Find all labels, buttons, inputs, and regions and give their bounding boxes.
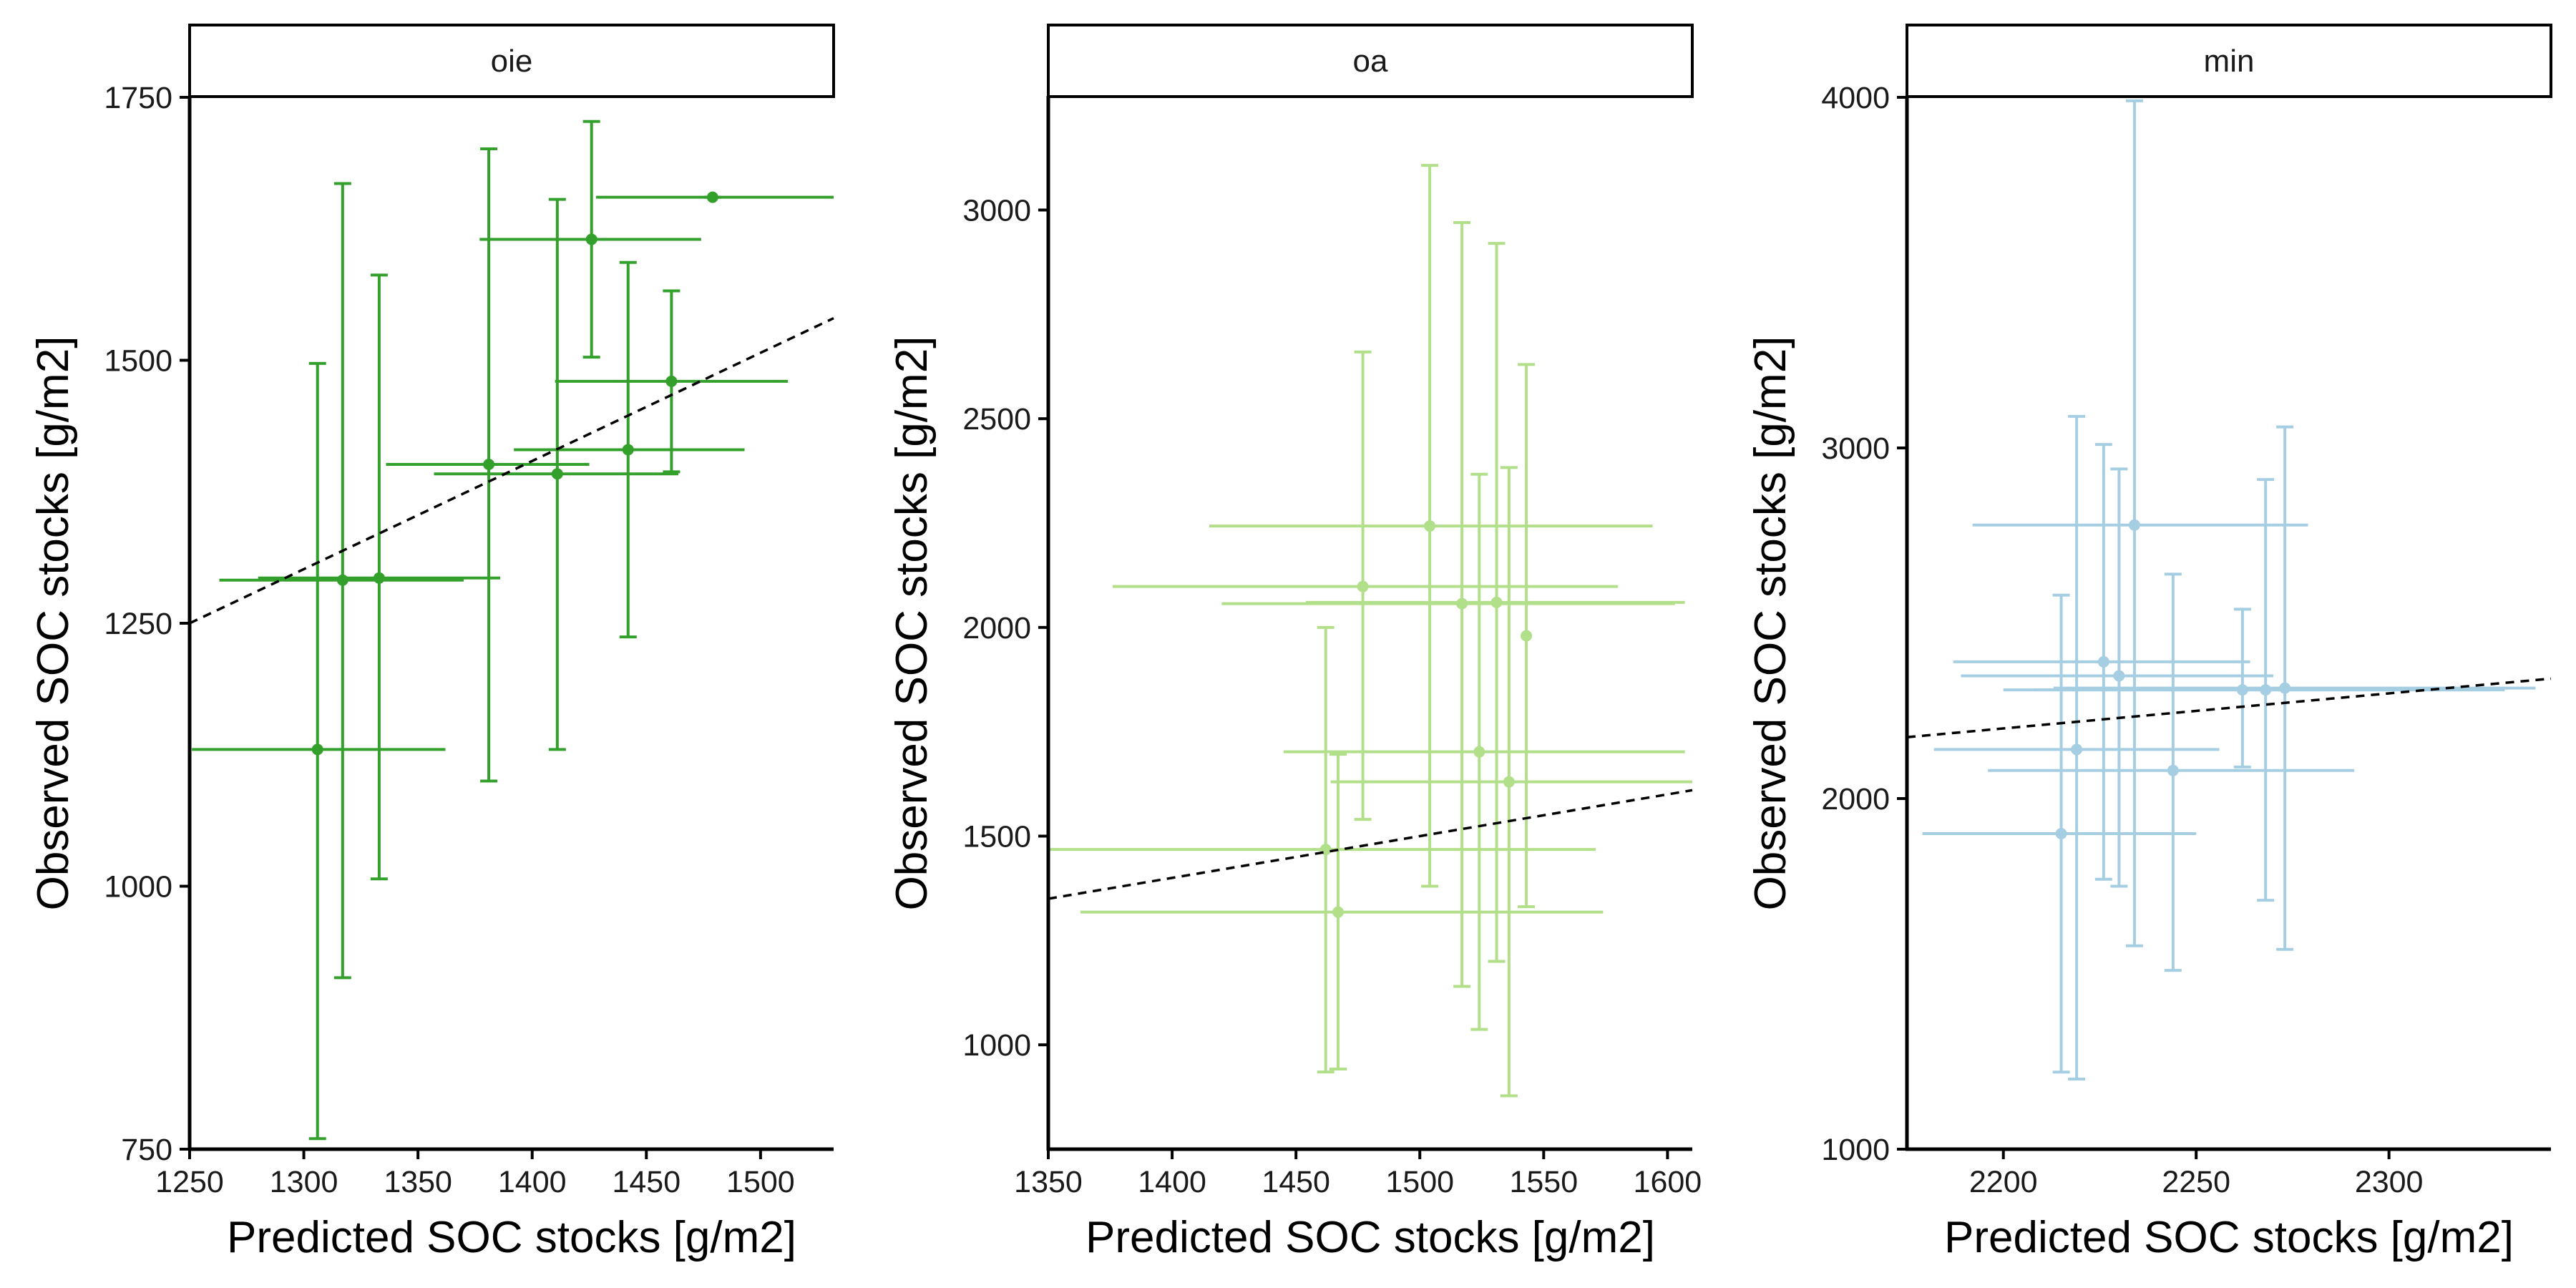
data-point [2279,682,2291,694]
data-point [622,444,634,456]
data-point [1503,776,1515,788]
data-marks [1048,164,1693,1098]
data-point-group [1972,99,2308,947]
data-point [311,743,323,756]
x-tick-label: 2200 [1969,1165,2038,1199]
x-tick-label: 2250 [2162,1165,2230,1199]
data-point [1491,596,1503,608]
data-point [1424,520,1436,532]
facet-strip-label: oie [491,44,533,79]
y-tick-label: 2000 [1821,782,1890,816]
data-point [665,375,678,387]
fit-line [1048,789,1693,900]
facet-panels: oie 750 1000 1250 1500 1750 1250 1300 1350 1400 14… [29,24,2552,1262]
data-marks [1907,99,2552,1080]
x-tick-label: 1250 [155,1165,224,1199]
data-point [1521,630,1533,642]
data-point [373,572,385,584]
data-point [551,468,563,480]
x-tick-label: 1300 [270,1165,338,1199]
x-tick-label: 1350 [1014,1165,1083,1199]
data-point-group [1988,572,2355,972]
x-tick-label: 1450 [1262,1165,1330,1199]
data-point-group [1306,242,1685,963]
facet-strip [1047,24,1694,98]
y-axis-title: Observed SOC stocks [g/m2] [1746,336,1795,911]
data-point [2113,670,2125,682]
x-tick-label: 1400 [1138,1165,1206,1199]
data-point-group [434,197,678,751]
facet-strip [1906,24,2552,98]
data-point-group [1048,625,1596,1074]
x-axis-title: Predicted SOC stocks [g/m2] [1944,1213,2514,1262]
x-tick-label: 1350 [384,1165,452,1199]
facet-strip-label: min [2204,44,2255,79]
data-marks [190,119,834,1141]
data-point [2055,828,2067,839]
facet-panel-oie: oie 750 1000 1250 1500 1750 1250 1300 1350 1400 14… [29,24,835,1262]
facet-panel-min: min 1000 2000 3000 4000 2200 2250 2300 Predicted… [1746,24,2552,1262]
data-point-group [258,273,501,881]
data-point-group [1283,472,1685,1031]
x-tick-label: 2300 [2355,1165,2424,1199]
data-point-group [514,260,745,639]
data-point-group [1113,350,1619,821]
data-point-group [1209,164,1653,888]
data-point [1473,746,1485,758]
data-point [483,459,495,471]
y-tick-label: 1500 [962,820,1031,854]
y-tick-label: 3000 [1821,431,1890,466]
y-tick-label: 1500 [104,344,172,379]
data-point-group [2053,425,2536,951]
facet-strip [188,24,835,98]
data-point [2128,519,2140,531]
y-tick-label: 750 [121,1133,172,1167]
data-point [1357,580,1369,592]
y-axis-title: Observed SOC stocks [g/m2] [887,336,937,911]
data-point [2097,655,2109,668]
y-tick-label: 1250 [104,607,172,641]
y-tick-label: 4000 [1821,81,1890,115]
facet-strip-label: oa [1353,44,1388,79]
y-tick-label: 1000 [1821,1133,1890,1167]
y-tick-label: 2000 [962,611,1031,645]
fit-line [190,317,834,625]
data-point-group [1961,467,2273,888]
data-point-group [1330,466,1692,1098]
y-tick-label: 1750 [104,81,172,115]
data-point-group [596,191,834,203]
data-point-group [1518,363,1536,909]
y-axis-title: Observed SOC stocks [g/m2] [29,336,78,911]
data-point-group [192,361,446,1141]
data-point-group [1953,443,2250,881]
x-tick-label: 1500 [1385,1165,1454,1199]
data-point-group [479,119,701,359]
x-tick-label: 1450 [612,1165,680,1199]
y-tick-label: 2500 [962,402,1031,436]
data-point [2167,764,2179,776]
data-point [706,191,718,203]
facet-panel-oa: oa 1000 1500 2000 2500 3000 1350 1400 1450 1500 15… [887,24,1702,1262]
data-point-group [555,289,789,474]
x-tick-label: 1500 [726,1165,795,1199]
x-tick-label: 1600 [1634,1165,1702,1199]
y-tick-label: 1000 [962,1028,1031,1063]
data-point-group [386,147,590,783]
data-point [1332,906,1344,918]
data-point-group [1080,753,1604,1070]
y-tick-label: 3000 [962,194,1031,228]
data-point [2260,684,2272,696]
y-tick-label: 1000 [104,870,172,904]
x-tick-label: 1550 [1509,1165,1578,1199]
data-point [336,574,348,586]
x-tick-label: 1400 [498,1165,567,1199]
data-point [2071,743,2083,756]
data-point [585,233,597,245]
fit-line [1907,677,2552,738]
x-axis-title: Predicted SOC stocks [g/m2] [1085,1213,1655,1262]
x-axis-title: Predicted SOC stocks [g/m2] [227,1213,796,1262]
data-point-group [2034,478,2505,902]
